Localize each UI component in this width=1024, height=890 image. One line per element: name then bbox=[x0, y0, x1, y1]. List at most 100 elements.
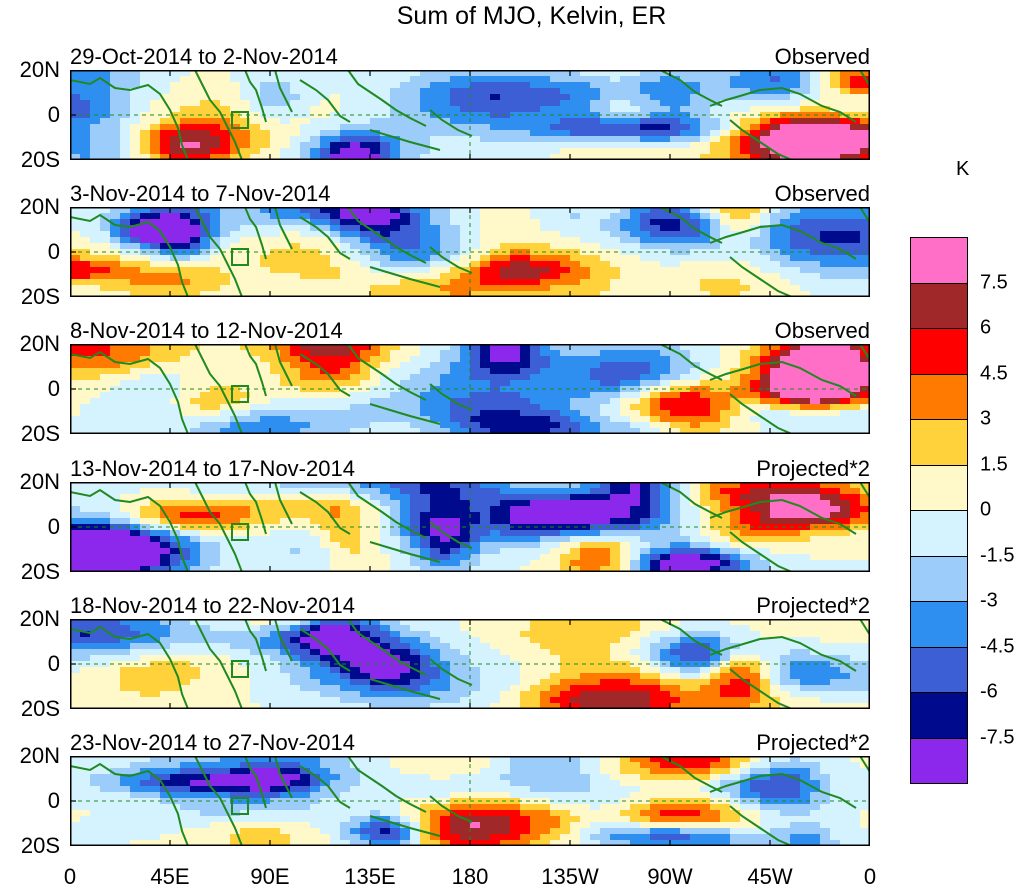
anomaly-cell bbox=[80, 548, 91, 555]
anomaly-cell bbox=[610, 374, 621, 381]
anomaly-cell bbox=[110, 255, 121, 262]
anomaly-cell bbox=[210, 88, 221, 95]
anomaly-cell bbox=[620, 404, 631, 411]
anomaly-cell bbox=[350, 374, 361, 381]
anomaly-cell bbox=[130, 213, 141, 220]
anomaly-cell bbox=[630, 362, 641, 369]
anomaly-cell bbox=[120, 518, 131, 525]
anomaly-cell bbox=[140, 404, 151, 411]
anomaly-cell bbox=[180, 243, 191, 250]
anomaly-cell bbox=[580, 130, 591, 137]
anomaly-cell bbox=[160, 398, 171, 405]
anomaly-cell bbox=[620, 106, 631, 113]
anomaly-cell bbox=[850, 380, 861, 387]
anomaly-cell bbox=[460, 512, 471, 519]
anomaly-cell bbox=[460, 392, 471, 399]
anomaly-cell bbox=[180, 380, 191, 387]
anomaly-cell bbox=[160, 488, 171, 495]
anomaly-cell bbox=[670, 500, 681, 507]
anomaly-cell bbox=[490, 392, 501, 399]
anomaly-cell bbox=[290, 142, 301, 149]
anomaly-cell bbox=[610, 118, 621, 125]
anomaly-cell bbox=[80, 416, 91, 423]
anomaly-cell bbox=[640, 82, 651, 89]
anomaly-cell bbox=[310, 279, 321, 286]
anomaly-cell bbox=[720, 392, 731, 399]
anomaly-cell bbox=[450, 362, 461, 369]
anomaly-cell bbox=[270, 88, 281, 95]
anomaly-cell bbox=[360, 422, 371, 429]
anomaly-cell bbox=[680, 500, 691, 507]
anomaly-cell bbox=[290, 231, 301, 238]
anomaly-cell bbox=[170, 148, 181, 155]
anomaly-cell bbox=[790, 542, 801, 549]
anomaly-cell bbox=[220, 548, 231, 555]
anomaly-cell bbox=[570, 279, 581, 286]
anomaly-cell bbox=[260, 422, 271, 429]
anomaly-cell bbox=[560, 368, 571, 375]
anomaly-cell bbox=[510, 548, 521, 555]
anomaly-cell bbox=[400, 392, 411, 399]
anomaly-cell bbox=[610, 380, 621, 387]
anomaly-cell bbox=[580, 106, 591, 113]
anomaly-cell bbox=[760, 368, 771, 375]
anomaly-cell bbox=[240, 410, 251, 417]
anomaly-cell bbox=[520, 506, 531, 513]
anomaly-cell bbox=[80, 118, 91, 125]
anomaly-cell bbox=[390, 237, 401, 244]
anomaly-cell bbox=[330, 118, 341, 125]
anomaly-cell bbox=[640, 225, 651, 232]
anomaly-cell bbox=[640, 261, 651, 268]
anomaly-cell bbox=[820, 118, 831, 125]
anomaly-cell bbox=[520, 231, 531, 238]
anomaly-cell bbox=[660, 422, 671, 429]
anomaly-cell bbox=[760, 350, 771, 357]
anomaly-cell bbox=[120, 100, 131, 107]
anomaly-cell bbox=[850, 231, 861, 238]
anomaly-cell bbox=[260, 500, 271, 507]
anomaly-cell bbox=[550, 422, 561, 429]
anomaly-cell bbox=[690, 100, 701, 107]
anomaly-cell bbox=[640, 273, 651, 280]
anomaly-cell bbox=[770, 213, 781, 220]
anomaly-cell bbox=[590, 255, 601, 262]
anomaly-cell bbox=[330, 273, 341, 280]
anomaly-cell bbox=[490, 518, 501, 525]
anomaly-cell bbox=[840, 255, 851, 262]
anomaly-cell bbox=[460, 279, 471, 286]
anomaly-cell bbox=[420, 404, 431, 411]
anomaly-cell bbox=[80, 225, 91, 232]
anomaly-cell bbox=[120, 548, 131, 555]
anomaly-cell bbox=[830, 142, 841, 149]
anomaly-cell bbox=[650, 548, 661, 555]
anomaly-cell bbox=[830, 356, 841, 363]
anomaly-cell bbox=[520, 362, 531, 369]
anomaly-cell bbox=[380, 88, 391, 95]
anomaly-cell bbox=[310, 261, 321, 268]
anomaly-cell bbox=[650, 506, 661, 513]
anomaly-cell bbox=[820, 362, 831, 369]
anomaly-cell bbox=[310, 136, 321, 143]
anomaly-cell bbox=[570, 506, 581, 513]
anomaly-cell bbox=[220, 380, 231, 387]
anomaly-cell bbox=[840, 536, 851, 543]
anomaly-cell bbox=[850, 219, 861, 226]
anomaly-cell bbox=[510, 404, 521, 411]
anomaly-cell bbox=[480, 88, 491, 95]
anomaly-cell bbox=[220, 285, 231, 292]
anomaly-cell bbox=[290, 548, 301, 555]
anomaly-cell bbox=[300, 512, 311, 519]
anomaly-cell bbox=[340, 225, 351, 232]
anomaly-cell bbox=[540, 88, 551, 95]
anomaly-cell bbox=[830, 213, 841, 220]
anomaly-cell bbox=[420, 518, 431, 525]
anomaly-cell bbox=[600, 219, 611, 226]
anomaly-cell bbox=[400, 404, 411, 411]
anomaly-cell bbox=[550, 398, 561, 405]
anomaly-cell bbox=[380, 494, 391, 501]
anomaly-cell bbox=[780, 273, 791, 280]
anomaly-cell bbox=[260, 142, 271, 149]
anomaly-cell bbox=[310, 243, 321, 250]
anomaly-cell bbox=[100, 285, 111, 292]
anomaly-cell bbox=[420, 225, 431, 232]
